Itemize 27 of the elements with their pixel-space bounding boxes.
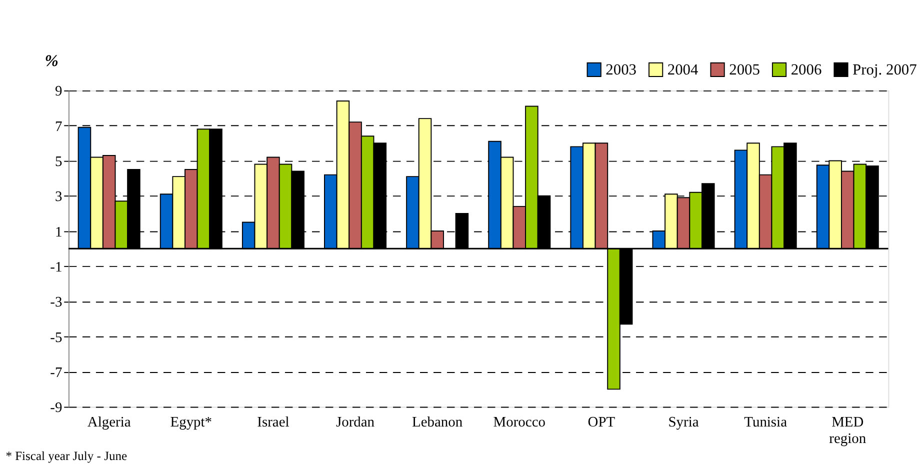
- x-tick-label: Tunisia: [744, 414, 788, 431]
- y-tick-label: 5: [54, 154, 62, 170]
- x-tick-label: Lebanon: [412, 414, 463, 431]
- y-tick-label: -5: [50, 330, 62, 346]
- y-tick-label: 3: [54, 189, 62, 206]
- text: * Fiscal year July - June: [6, 448, 128, 463]
- x-tick-label: Algeria: [87, 414, 132, 431]
- y-tick-label: 1: [54, 224, 62, 240]
- x-tick-label: OPT: [588, 414, 616, 431]
- x-tick-label: MED region: [829, 414, 866, 447]
- y-tick-label: -3: [50, 294, 62, 311]
- x-tick-label: Syria: [668, 414, 700, 431]
- x-tick-label: Egypt*: [170, 414, 212, 431]
- y-axis-title: %: [44, 50, 58, 70]
- x-tick-label: Morocco: [493, 414, 546, 431]
- y-tick-label: -9: [50, 400, 62, 416]
- y-tick-label: -1: [50, 259, 62, 276]
- x-tick-label: Jordan: [336, 414, 375, 431]
- legend-label: 2003: [606, 61, 637, 78]
- legend-label: 2006: [790, 61, 822, 78]
- legend-label: Proj. 2007: [852, 61, 918, 78]
- y-tick-label: 9: [54, 84, 62, 100]
- y-tick-label: 7: [54, 118, 62, 135]
- y-tick-label: -7: [50, 364, 62, 381]
- legend-label: 2005: [729, 61, 760, 78]
- legend-label: 2004: [667, 61, 699, 78]
- x-tick-label: Israel: [257, 414, 290, 431]
